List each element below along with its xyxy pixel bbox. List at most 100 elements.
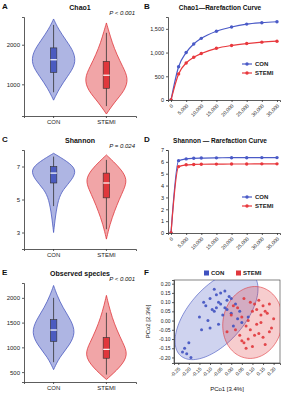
plot-area <box>33 285 126 379</box>
y-axis-tick-mark <box>22 84 24 85</box>
point <box>268 302 271 305</box>
marker <box>169 98 172 100</box>
x-axis-tick-mark <box>53 249 54 251</box>
y-axis-tick-label: 0.05 <box>161 308 171 314</box>
point <box>249 301 252 304</box>
y-axis-tick: 0.00 <box>161 318 174 324</box>
x-axis-tick: 30,000 <box>250 100 265 118</box>
panel: F-0.20-0.15-0.10-0.050.000.050.100.150.2… <box>144 268 282 392</box>
y-axis-tick: 0.15 <box>161 290 174 296</box>
x-axis-tick: 0.15 <box>255 363 266 377</box>
x-axis-tick-mark <box>106 116 107 118</box>
legend-label: CON <box>211 270 224 276</box>
x-axis-tick: -0.20 <box>180 363 192 378</box>
y-axis-tick-mark <box>22 200 24 201</box>
marker <box>275 20 278 23</box>
y-axis-tick-mark <box>166 197 168 198</box>
x-axis-tick-mark <box>232 100 233 102</box>
y-axis-tick-label: 1000 <box>7 345 21 351</box>
marker <box>245 42 248 45</box>
y-axis-tick: -0.10 <box>159 336 174 342</box>
median <box>50 173 57 174</box>
x-axis-tick-label: CON <box>47 252 60 258</box>
point <box>189 356 192 359</box>
x-axis-tick-mark <box>247 100 248 102</box>
y-axis-tick: 7 <box>161 147 168 153</box>
violin <box>32 19 74 100</box>
y-axis-tick-mark <box>172 339 174 340</box>
x-axis-tick: 0 <box>168 233 174 242</box>
y-axis-tick: -0.20 <box>159 355 174 361</box>
point <box>209 297 212 300</box>
y-axis-tick-label: 0.10 <box>161 299 171 305</box>
y-axis-tick-mark <box>172 284 174 285</box>
y-axis-tick: 2000 <box>7 42 24 48</box>
point <box>198 315 201 318</box>
plot-area <box>169 156 278 233</box>
x-axis-tick: -0.10 <box>201 363 213 378</box>
y-axis-tick-mark <box>166 162 168 163</box>
x-axis-tick-mark <box>262 233 263 235</box>
y-axis-tick-mark <box>166 76 168 77</box>
y-axis: -0.20-0.15-0.10-0.050.000.050.100.150.20 <box>159 281 174 364</box>
marker <box>260 21 263 24</box>
point <box>230 297 233 300</box>
point <box>215 306 218 309</box>
point <box>221 314 224 317</box>
y-axis-tick-mark <box>172 348 174 349</box>
y-axis: 05001,0001,500 <box>150 18 168 104</box>
x-axis-tick-mark <box>53 382 54 384</box>
y-axis-tick-label: 3 <box>161 195 164 201</box>
y-axis-tick-mark <box>166 150 168 151</box>
x-axis-tick-label: -0.25 <box>169 366 181 378</box>
x-axis-tick-mark <box>186 100 187 102</box>
y-axis-tick: 3 <box>17 230 24 236</box>
marker <box>184 51 187 54</box>
x-axis-tick: CON <box>47 249 60 258</box>
y-axis-tick: 0.20 <box>161 281 174 287</box>
marker <box>230 156 233 159</box>
y-axis-tick-label: -0.20 <box>159 355 171 361</box>
legend-label: STEMI <box>255 70 274 76</box>
point <box>262 304 265 307</box>
marker <box>215 156 218 159</box>
y-axis-tick-mark <box>166 186 168 187</box>
y-axis-tick-label: 500 <box>155 74 164 80</box>
title: Chao1 <box>69 4 91 11</box>
plot-area <box>175 280 280 360</box>
y-axis-tick-mark <box>172 357 174 358</box>
legend: CONSTEMI <box>242 194 274 209</box>
y-axis-tick: 5 <box>17 197 24 203</box>
y-axis-tick-label: 2000 <box>7 42 21 48</box>
point <box>187 341 190 344</box>
marker <box>192 42 195 45</box>
point <box>236 317 239 320</box>
x-axis: CONSTEMI <box>25 116 137 125</box>
point <box>230 314 233 317</box>
median <box>103 75 110 76</box>
point <box>202 301 205 304</box>
title: Chao1—Rarefaction Curve <box>179 4 262 11</box>
point <box>259 321 262 324</box>
y-axis-title: PCo2 [2.3%] <box>145 304 151 338</box>
box <box>50 320 57 342</box>
point <box>270 326 273 329</box>
marker <box>230 162 233 165</box>
x-axis-tick-mark <box>216 233 217 235</box>
y-axis-tick-mark <box>22 167 24 168</box>
panel: AChao1P < 0.00110002000CONSTEMI <box>2 2 137 125</box>
point <box>264 310 267 313</box>
median <box>103 182 110 183</box>
point <box>181 350 184 353</box>
x-axis-tick-mark <box>201 233 202 235</box>
point <box>245 325 248 328</box>
box <box>103 173 110 198</box>
x-axis-tick-mark <box>242 363 243 365</box>
marker <box>200 163 203 166</box>
y-axis-tick-label: 7 <box>161 147 164 153</box>
point <box>240 321 243 324</box>
point <box>262 336 265 339</box>
panel-label: A <box>2 2 8 11</box>
x-axis-tick: STEMI <box>97 116 116 125</box>
point <box>245 347 248 350</box>
